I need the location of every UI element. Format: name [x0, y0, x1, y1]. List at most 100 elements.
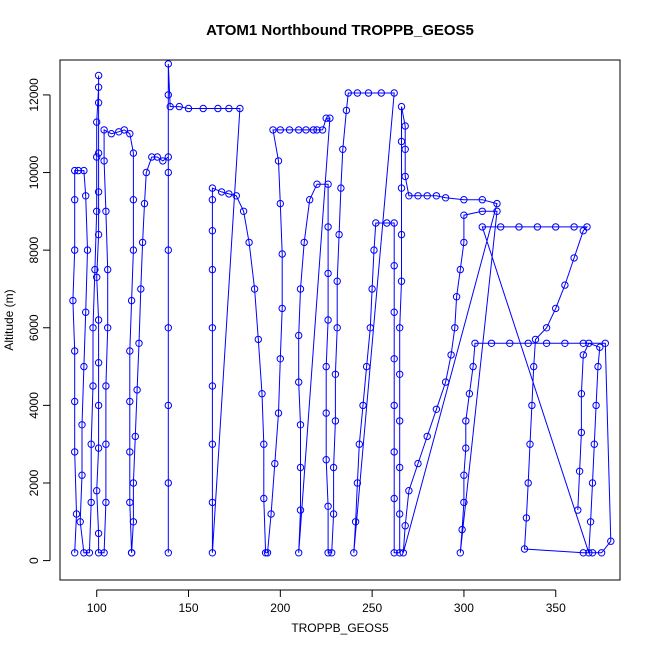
data-point — [542, 324, 551, 332]
y-tick-label: 6000 — [27, 314, 41, 341]
data-point — [295, 331, 303, 340]
data-point — [94, 99, 103, 107]
data-point — [399, 549, 407, 557]
data-point — [94, 549, 103, 557]
data-point — [586, 518, 595, 526]
data-point — [71, 246, 79, 254]
plot-frame — [59, 59, 621, 581]
data-point — [274, 157, 283, 165]
y-tick-label: 10000 — [27, 156, 41, 190]
data-point — [131, 432, 140, 441]
data-point — [232, 192, 241, 200]
data-point — [276, 199, 284, 208]
data-point — [530, 362, 538, 371]
data-point — [451, 324, 459, 332]
data-point — [94, 149, 103, 157]
x-tick-label: 150 — [179, 601, 199, 615]
data-point — [478, 207, 486, 216]
data-point — [401, 122, 409, 130]
data-point — [302, 126, 310, 134]
data-point — [552, 223, 560, 231]
data-point — [405, 487, 413, 495]
data-point — [570, 254, 578, 262]
data-point — [295, 378, 303, 386]
data-point — [82, 308, 90, 316]
data-point — [225, 190, 233, 198]
x-tick-label: 350 — [546, 601, 566, 615]
data-point — [368, 285, 376, 293]
data-point — [396, 463, 404, 472]
data-point — [414, 459, 422, 468]
data-point — [383, 219, 391, 227]
data-point — [120, 126, 129, 134]
data-point — [126, 448, 134, 456]
data-point — [93, 207, 101, 216]
data-point — [89, 324, 97, 332]
data-point — [396, 510, 404, 518]
data-point — [596, 343, 604, 351]
x-tick-label: 250 — [362, 601, 382, 615]
data-point — [104, 265, 112, 274]
data-point — [397, 277, 406, 285]
data-point — [390, 355, 398, 363]
data-point — [526, 440, 534, 448]
x-axis-label: TROPPB_GEOS5 — [291, 621, 389, 635]
data-point — [129, 149, 138, 157]
y-axis-label: Altitude (m) — [2, 289, 16, 350]
data-point — [245, 238, 253, 247]
data-point — [94, 230, 103, 239]
data-point — [142, 168, 151, 177]
data-point — [462, 417, 470, 425]
data-point — [271, 459, 279, 468]
data-point — [396, 417, 404, 425]
data-point — [93, 153, 101, 161]
data-point — [87, 440, 95, 448]
data-point — [129, 196, 138, 204]
data-point — [159, 157, 167, 165]
data-point — [353, 89, 362, 97]
data-point — [396, 324, 404, 332]
data-point — [364, 89, 373, 97]
data-point — [93, 118, 101, 126]
data-point — [460, 498, 468, 507]
data-point — [324, 269, 332, 278]
data-point — [328, 549, 336, 557]
data-point — [295, 549, 303, 557]
data-point — [324, 549, 332, 557]
data-point — [153, 153, 162, 161]
data-point — [78, 421, 86, 429]
data-point — [353, 479, 362, 487]
data-point — [69, 296, 77, 305]
data-point — [432, 405, 441, 413]
data-point — [208, 440, 217, 448]
data-point — [401, 172, 409, 181]
data-point — [261, 549, 270, 557]
data-point — [401, 145, 409, 154]
data-point — [324, 316, 332, 324]
data-point — [344, 89, 352, 97]
data-point — [82, 192, 90, 200]
data-point — [278, 250, 286, 258]
data-point — [102, 498, 110, 507]
data-point — [390, 448, 398, 456]
data-point — [138, 238, 147, 247]
data-point — [129, 246, 138, 254]
data-point — [390, 401, 398, 410]
data-point — [441, 378, 450, 386]
data-point — [585, 339, 593, 347]
data-point — [164, 168, 173, 177]
data-point — [487, 339, 496, 347]
data-point — [137, 285, 145, 293]
data-point — [405, 192, 413, 200]
data-point — [126, 130, 134, 138]
data-point — [184, 104, 193, 113]
data-point — [74, 166, 83, 175]
data-point — [579, 351, 587, 359]
data-point — [597, 549, 606, 557]
data-point — [80, 362, 88, 371]
data-point — [71, 347, 79, 355]
data-point — [300, 238, 308, 247]
data-point — [104, 324, 112, 332]
data-point — [570, 223, 578, 231]
data-point — [577, 390, 586, 398]
